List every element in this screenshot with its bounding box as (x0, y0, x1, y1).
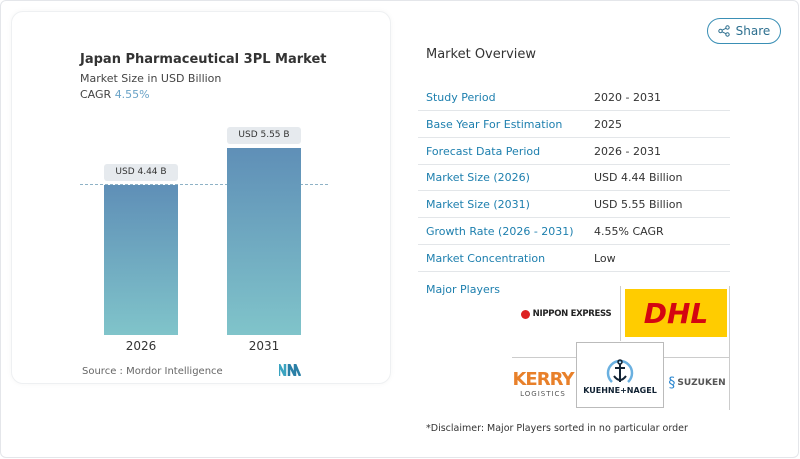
logo-kerry-logistics: KERRY LOGISTICS (512, 358, 575, 408)
row-value: 4.55% CAGR (594, 225, 664, 238)
row-label: Study Period (426, 91, 496, 104)
overview-row: Market Concentration Low (418, 245, 730, 272)
share-icon (717, 25, 730, 37)
x-tick-label: 2026 (125, 339, 157, 353)
chart-card (11, 11, 391, 384)
bar-2031 (227, 147, 301, 335)
row-label: Market Size (2026) (426, 171, 530, 185)
row-label: Market Concentration (426, 251, 546, 265)
logo-suzuken: § SUZUKEN (666, 358, 728, 408)
row-label: Market Size (2031) (426, 198, 530, 212)
x-tick-label: 2031 (248, 339, 280, 353)
chart-title: Japan Pharmaceutical 3PL Market (80, 52, 327, 67)
mordor-logo-icon (279, 364, 301, 376)
overview-row: Forecast Data Period 2026 - 2031 (418, 138, 730, 165)
row-value: 2020 - 2031 (594, 91, 661, 104)
overview-row: Market Size (2026) USD 4.44 Billion (418, 164, 730, 192)
row-value: 2026 - 2031 (594, 144, 661, 158)
chart-subtitle: Market Size in USD Billion (80, 72, 222, 85)
disclaimer: *Disclaimer: Major Players sorted in no … (426, 423, 688, 434)
cagr-label: CAGR (80, 88, 112, 101)
row-value: Low (594, 251, 616, 265)
overview-row: Base Year For Estimation 2025 (418, 111, 730, 138)
overview-row: Market Size (2031) USD 5.55 Billion (418, 191, 730, 219)
bar-2026 (104, 185, 178, 335)
cagr-value: 4.55% (114, 88, 150, 101)
row-value: 2025 (594, 117, 622, 131)
logo-kuehne-nagel: KUEHNE+NAGEL (576, 342, 664, 408)
overview-row: Study Period 2020 - 2031 (418, 84, 730, 111)
logo-nippon-express: NIPPON EXPRESS (518, 289, 614, 339)
anchor-icon (606, 358, 634, 383)
row-label: Base Year For Estimation (426, 117, 563, 131)
row-label: Growth Rate (2026 - 2031) (426, 225, 574, 238)
reference-line (80, 184, 328, 185)
row-label: Forecast Data Period (426, 144, 541, 158)
chart-source: Source : Mordor Intelligence (82, 366, 223, 377)
logo-dhl: DHL (625, 289, 727, 337)
row-value: USD 4.44 Billion (594, 171, 683, 185)
chart-cagr: CAGR 4.55% (80, 88, 150, 101)
share-button[interactable]: Share (707, 18, 781, 44)
major-players-label: Major Players (426, 283, 500, 296)
data-label: USD 5.55 B (227, 126, 301, 144)
data-label: USD 4.44 B (104, 164, 178, 181)
overview-row: Growth Rate (2026 - 2031) 4.55% CAGR (418, 218, 730, 245)
overview-title: Market Overview (426, 47, 537, 62)
row-value: USD 5.55 Billion (594, 198, 683, 212)
share-label: Share (735, 24, 771, 38)
